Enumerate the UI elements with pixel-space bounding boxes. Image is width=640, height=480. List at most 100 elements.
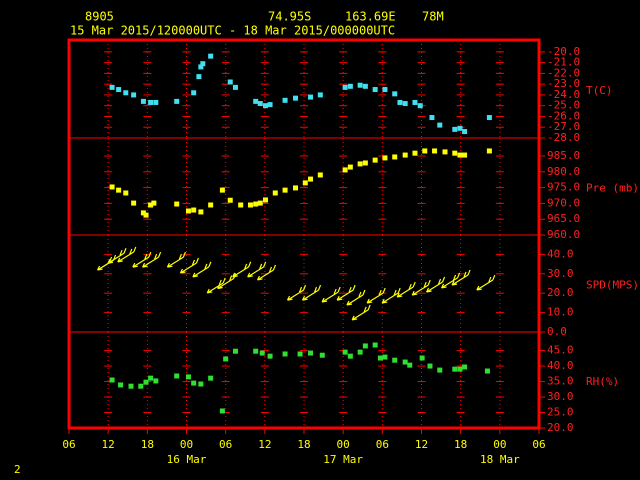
x-tick-label: 12	[102, 438, 115, 451]
data-point	[308, 176, 314, 182]
y-tick-label: 965.0	[547, 212, 580, 225]
date-label: 17 Mar	[323, 453, 363, 466]
data-point	[198, 64, 204, 70]
x-tick-label: 18	[297, 438, 310, 451]
data-point	[382, 354, 388, 360]
data-point	[138, 383, 144, 389]
y-tick-label: 30.0	[547, 267, 574, 280]
wind-arrow	[351, 304, 371, 321]
panel-label: Pre (mb)	[586, 182, 639, 195]
data-point	[452, 366, 458, 372]
data-point	[412, 150, 418, 156]
data-point	[357, 161, 363, 167]
data-point	[191, 90, 197, 96]
wind-arrow	[321, 286, 341, 303]
data-point	[153, 99, 159, 105]
data-point	[247, 202, 253, 208]
wind-arrow	[396, 281, 416, 298]
data-point	[308, 350, 314, 356]
wind-arrow	[247, 261, 267, 278]
data-point	[227, 79, 233, 85]
wind-arrow	[192, 261, 212, 278]
y-tick-label: 975.0	[547, 181, 580, 194]
y-tick-label: -28.0	[547, 131, 580, 144]
data-point	[257, 200, 263, 206]
data-point	[118, 382, 124, 388]
data-point	[140, 210, 146, 216]
data-point	[282, 187, 288, 193]
data-point	[372, 87, 378, 93]
data-point	[109, 184, 115, 190]
y-tick-label: -22.0	[547, 66, 580, 79]
data-point	[282, 97, 288, 103]
data-point	[347, 353, 353, 359]
y-tick-label: -24.0	[547, 88, 580, 101]
wind-arrow	[441, 272, 461, 289]
plot-frame	[67, 38, 541, 430]
data-point	[432, 148, 438, 154]
y-tick-label: 960.0	[547, 228, 580, 241]
data-point	[191, 380, 197, 386]
data-point	[174, 373, 180, 379]
data-point	[293, 185, 299, 191]
data-point	[392, 357, 398, 363]
wind-arrow	[217, 273, 237, 290]
data-point	[174, 98, 180, 104]
data-point	[227, 197, 233, 203]
data-point	[357, 82, 363, 88]
x-tick-label: 00	[493, 438, 506, 451]
data-point	[308, 94, 314, 100]
longitude: 163.69E	[345, 10, 396, 24]
data-point	[484, 368, 490, 374]
data-point	[382, 87, 388, 93]
wind-arrow	[166, 251, 186, 268]
y-tick-label: 0.0	[547, 325, 567, 338]
data-point	[462, 364, 468, 370]
data-point	[131, 200, 137, 206]
data-point	[185, 374, 191, 380]
wind-arrow	[426, 276, 446, 293]
data-point	[143, 212, 149, 218]
panel-label: RH(%)	[586, 375, 619, 388]
y-tick-label: -21.0	[547, 56, 580, 69]
y-tick-label: 35.0	[547, 375, 574, 388]
data-point	[219, 408, 225, 414]
data-point	[223, 356, 229, 362]
data-point	[457, 366, 463, 372]
data-point	[140, 98, 146, 104]
wind-arrow	[336, 284, 356, 301]
data-point	[407, 362, 413, 368]
data-point	[116, 187, 122, 193]
period: 15 Mar 2015/120000UTC - 18 Mar 2015/0000…	[70, 24, 395, 38]
data-point	[392, 154, 398, 160]
data-point	[462, 152, 468, 158]
data-point	[362, 343, 368, 349]
wind-arrow	[232, 261, 252, 278]
date-label: 18 Mar	[480, 453, 520, 466]
data-point	[342, 84, 348, 90]
page-number: 2	[14, 463, 21, 476]
data-point	[259, 350, 265, 356]
data-point	[293, 95, 299, 101]
wind-arrow	[107, 248, 127, 264]
wind-arrow	[256, 264, 277, 281]
data-point	[317, 172, 323, 178]
elevation: 78M	[422, 10, 444, 24]
data-point	[267, 102, 273, 108]
data-point	[452, 126, 458, 132]
wind-arrow	[97, 254, 117, 271]
data-point	[208, 53, 214, 59]
data-point	[148, 99, 154, 105]
data-point	[442, 149, 448, 155]
data-point	[257, 101, 263, 107]
x-tick-label: 12	[258, 438, 271, 451]
data-point	[486, 115, 492, 121]
date-label: 16 Mar	[167, 453, 207, 466]
data-point	[419, 355, 425, 361]
data-point	[253, 201, 259, 207]
panel-label: T(C)	[586, 84, 613, 97]
data-point	[317, 92, 323, 98]
data-point	[198, 381, 204, 387]
data-point	[174, 201, 180, 207]
data-point	[422, 148, 428, 154]
